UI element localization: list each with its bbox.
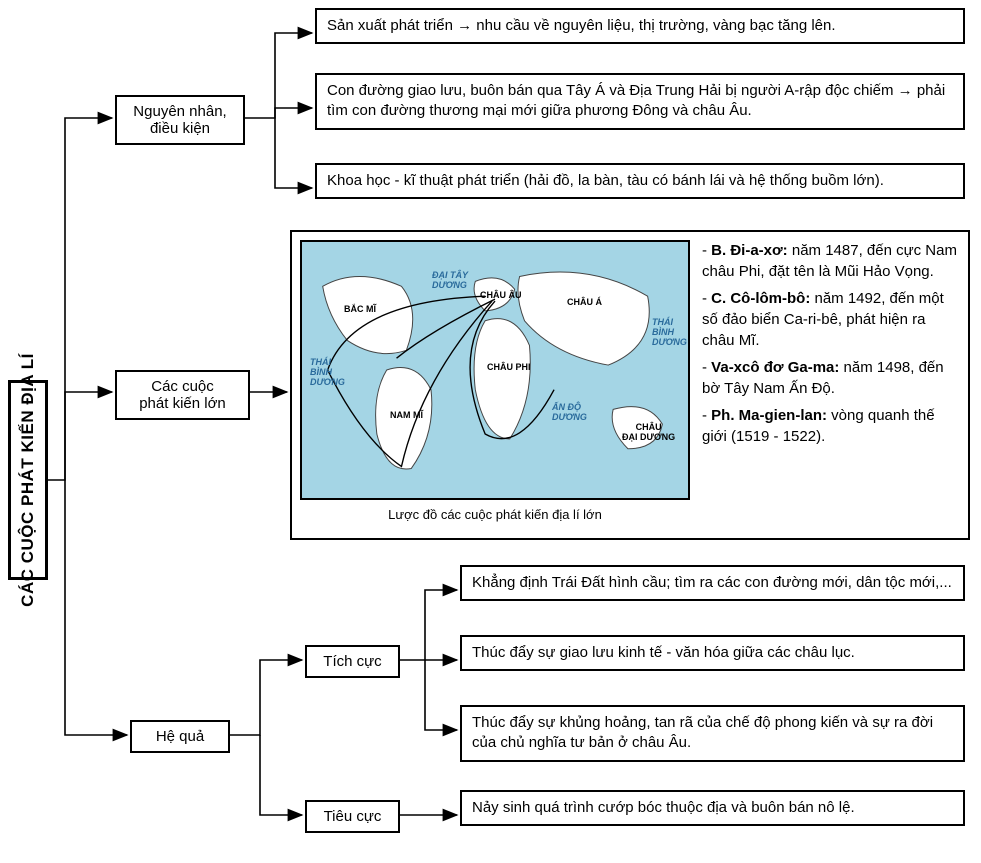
leaf-cause-2: Khoa học - kĩ thuật phát triển (hải đồ, …	[315, 163, 965, 199]
leaf-positive-0: Khẳng định Trái Đất hình cầu; tìm ra các…	[460, 565, 965, 601]
branch-discoveries: Các cuộc phát kiến lớn	[115, 370, 250, 420]
map-label-chauphi: CHÂU PHI	[487, 362, 531, 372]
explorer-item: - C. Cô-lôm-bô: năm 1492, đến một số đảo…	[702, 288, 962, 351]
world-map: BẮC MĨ NAM MĨ CHÂU ÂU CHÂU PHI CHÂU Á CH…	[300, 240, 690, 500]
map-label-dtd: ĐẠI TÂY DƯƠNG	[432, 270, 468, 290]
map-label-tbd1: THÁI BÌNH DƯƠNG	[310, 357, 345, 387]
map-label-chaudd: CHÂU ĐẠI DƯƠNG	[622, 422, 675, 442]
explorer-name: Ph. Ma-gien-lan:	[711, 407, 827, 424]
leaf-cause-0: Sản xuất phát triển → nhu cầu về nguyên …	[315, 8, 965, 44]
explorer-item: - B. Đi-a-xơ: năm 1487, đến cực Nam châu…	[702, 240, 962, 282]
map-label-bacmi: BẮC MĨ	[344, 304, 376, 314]
map-label-nammi: NAM MĨ	[390, 410, 423, 420]
branch-positive: Tích cực	[305, 645, 400, 678]
branch-consequences: Hệ quả	[130, 720, 230, 753]
explorer-item: - Va-xcô đơ Ga-ma: năm 1498, đến bờ Tây …	[702, 357, 962, 399]
leaf-positive-1: Thúc đẩy sự giao lưu kinh tế - văn hóa g…	[460, 635, 965, 671]
leaf-positive-2: Thúc đẩy sự khủng hoảng, tan rã của chế …	[460, 705, 965, 762]
discoveries-panel: BẮC MĨ NAM MĨ CHÂU ÂU CHÂU PHI CHÂU Á CH…	[290, 230, 970, 540]
map-label-chauau: CHÂU ÂU	[480, 290, 522, 300]
explorer-item: - Ph. Ma-gien-lan: vòng quanh thế giới (…	[702, 405, 962, 447]
explorer-name: B. Đi-a-xơ:	[711, 242, 788, 259]
explorer-list: - B. Đi-a-xơ: năm 1487, đến cực Nam châu…	[702, 240, 962, 447]
map-label-tbd2: THÁI BÌNH DƯƠNG	[652, 317, 687, 347]
explorer-name: C. Cô-lôm-bô:	[711, 290, 810, 307]
branch-negative: Tiêu cực	[305, 800, 400, 833]
branch-causes: Nguyên nhân, điều kiện	[115, 95, 245, 145]
root-node: CÁC CUỘC PHÁT KIẾN ĐỊA LÍ	[8, 380, 48, 580]
explorer-name: Va-xcô đơ Ga-ma:	[711, 359, 839, 376]
map-caption: Lược đồ các cuộc phát kiến địa lí lớn	[300, 507, 690, 522]
map-label-add: ẤN ĐỘ DƯƠNG	[552, 402, 587, 422]
map-label-chaua: CHÂU Á	[567, 297, 602, 307]
leaf-cause-1: Con đường giao lưu, buôn bán qua Tây Á v…	[315, 73, 965, 130]
root-title: CÁC CUỘC PHÁT KIẾN ĐỊA LÍ	[18, 353, 38, 607]
leaf-negative-0: Nảy sinh quá trình cướp bóc thuộc địa và…	[460, 790, 965, 826]
